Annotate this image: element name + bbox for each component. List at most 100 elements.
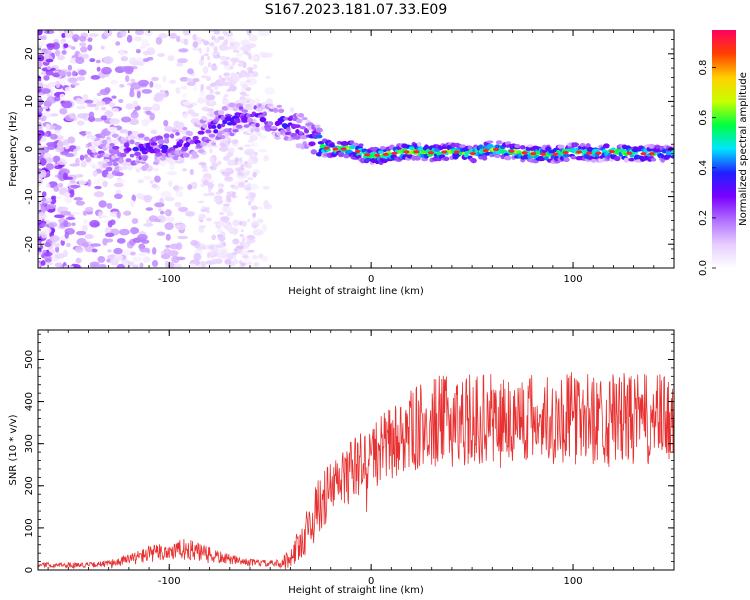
noise-blob [209,89,214,94]
snr-ytick-label: 0 [24,567,35,573]
ridge-cell [459,144,467,148]
noise-blob [120,30,127,37]
noise-blob [247,70,254,74]
noise-blob [63,43,69,49]
noise-blob [71,82,80,86]
noise-blob [138,79,150,86]
noise-blob [75,145,81,151]
noise-blob [237,251,242,254]
noise-blob [190,181,198,190]
noise-blob [76,76,86,81]
noise-blob [75,257,82,264]
noise-blob [264,203,272,210]
noise-blob [123,210,132,216]
ridge-cell [132,146,139,152]
noise-blob [43,30,55,35]
ridge-cell [143,136,150,141]
ridge-cell [220,134,226,140]
noise-blob [140,239,150,244]
noise-blob [209,147,213,154]
noise-blob [254,98,261,104]
noise-blob [73,197,83,201]
noise-blob [169,164,175,171]
ridge-cell [304,129,309,134]
spectrogram-ytick-label: -20 [24,236,35,252]
noise-blob [159,89,166,94]
noise-blob [132,264,139,268]
noise-blob [213,30,221,35]
snr-panel: -100 0 100 0 100 200 300 400 500 Height of strai… [8,329,675,596]
noise-blob [52,42,60,50]
noise-blob [190,239,198,247]
noise-blob [71,34,80,41]
noise-blob [208,244,215,250]
ridge-peak [521,151,528,155]
noise-blob [226,88,231,92]
noise-blob [50,67,56,72]
noise-blob [238,182,245,188]
ridge-cell [358,143,364,147]
ridge-peak [453,150,460,154]
colorbar: 0.0 0.2 0.4 0.6 0.8 Normalized spectral ampl… [698,30,749,276]
noise-blob [137,60,145,67]
noise-blob [46,65,52,71]
noise-blob [226,152,234,157]
ridge-cell [132,132,139,137]
ridge-cell [481,155,488,161]
noise-blob [207,192,215,196]
ridge-cell [255,122,260,128]
noise-blob [198,47,202,54]
noise-blob [177,235,189,240]
ridge-peak [562,150,569,155]
noise-blob [264,87,275,95]
noise-blob [155,36,163,45]
ridge-cell [341,140,348,147]
noise-blob [213,45,218,52]
noise-blob [233,248,239,252]
noise-blob [86,103,97,108]
noise-blob [57,160,68,166]
ridge-cell [183,152,190,158]
ridge-peak [648,152,655,156]
noise-blob [206,46,210,53]
noise-blob [168,79,177,84]
noise-blob [250,205,258,211]
noise-blob [55,246,60,253]
noise-blob [71,70,77,77]
noise-blob [151,247,157,255]
noise-blob [63,192,71,197]
noise-blob [67,44,73,49]
noise-blob [157,52,165,58]
noise-blob [167,216,175,223]
ridge-peak [576,150,583,154]
noise-blob [207,252,211,259]
noise-blob [80,160,87,168]
noise-blob [47,144,56,151]
noise-blob [190,112,200,118]
noise-blob [74,246,84,253]
noise-blob [202,66,209,75]
snr-xtick-label: 100 [564,576,583,587]
ridge-cell [257,131,262,137]
snr-series-line [38,372,674,570]
ridge-cell [109,142,115,147]
noise-blob [247,177,254,180]
noise-blob [220,216,230,222]
ridge-cell [241,117,249,123]
noise-blob [106,258,111,263]
noise-blob [162,75,167,83]
noise-blob [182,30,192,36]
noise-blob [90,243,102,247]
ridge-cell [169,133,175,139]
ridge-cell [295,118,303,124]
noise-blob [237,63,244,67]
ridge-cell [106,136,111,141]
ridge-cell [232,106,239,112]
ridge-cell [650,157,657,162]
noise-blob [101,66,112,75]
noise-blob [171,255,180,264]
ridge-cell [301,117,308,121]
noise-blob [164,196,175,202]
noise-blob [43,75,50,81]
noise-blob [159,210,165,215]
